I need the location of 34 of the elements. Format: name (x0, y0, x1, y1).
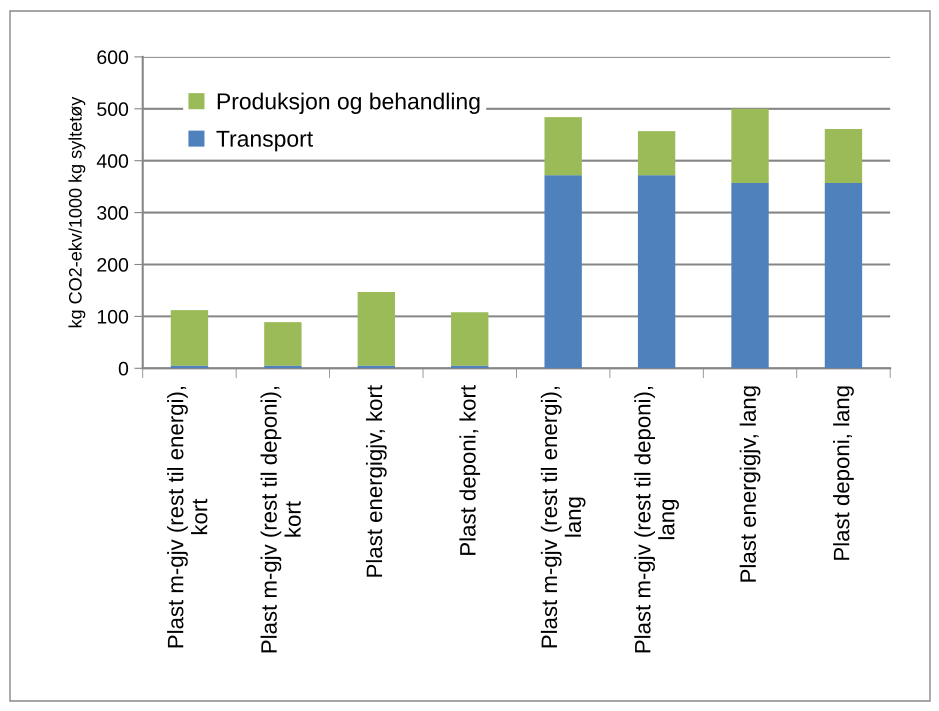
bar (264, 322, 302, 366)
bar (358, 292, 395, 366)
bar (170, 310, 208, 366)
bar (544, 117, 582, 176)
y-tick-label: 400 (96, 154, 128, 168)
x-tick-label: Plast energigjv, kort (366, 385, 387, 577)
bar (731, 108, 769, 184)
bar (638, 175, 676, 368)
legend-label: Transport (216, 130, 313, 152)
y-axis-title: kg CO2-ekv/1000 kg syltetøy (68, 96, 86, 328)
bar (451, 366, 488, 368)
x-tick-label: Plast m-gjv (rest til deponi), kort (260, 386, 301, 652)
bar (544, 175, 582, 368)
bar (264, 366, 302, 368)
y-tick-label: 0 (118, 362, 128, 376)
bar (358, 366, 395, 368)
y-tick-label: 200 (97, 258, 128, 272)
x-tick-label: Plast m-gjv (rest til energi), kort (167, 386, 208, 648)
legend-label: Produksjon og behandling (218, 92, 480, 114)
x-tick-label: Plast deponi, kort (459, 385, 480, 555)
bar (170, 366, 208, 368)
bar (731, 183, 769, 368)
y-tick-label: 600 (97, 50, 128, 64)
y-tick-label: 300 (97, 206, 128, 220)
x-tick-label: Plast m-gjv (rest til energi), lang (540, 386, 586, 648)
bar (451, 312, 488, 366)
x-tick-label: Plast deponi, lang (833, 386, 854, 560)
y-tick-label: 100 (98, 310, 128, 324)
bar (824, 129, 862, 184)
x-tick-label: Plast energigjv, lang (740, 386, 760, 582)
x-tick-label: Plast m-gjv (rest til deponi), lang (634, 386, 679, 652)
y-tick-label: 500 (97, 102, 128, 116)
bar (824, 183, 862, 368)
bar (638, 131, 676, 176)
